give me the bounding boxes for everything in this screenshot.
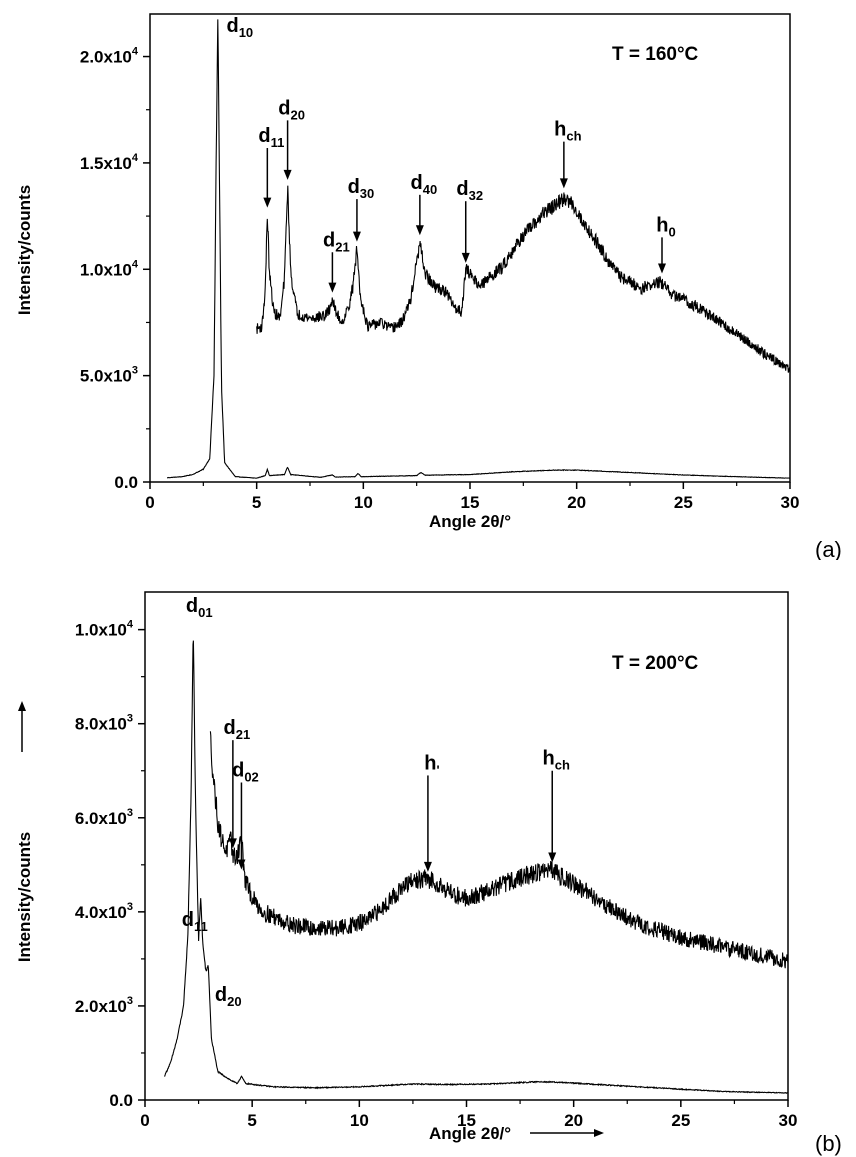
- xrd-chart-200c: 0 5 10 15 20 25 300.02.0x1034.0x1036.0x1038.0x…: [0, 577, 856, 1157]
- x-tick-label: 0: [145, 493, 154, 512]
- peak-arrow-head: [353, 232, 361, 242]
- diffraction-series-magnified-pattern: [257, 186, 790, 373]
- peak-label: d40: [411, 172, 438, 197]
- y-tick-label: 0.0: [109, 1091, 133, 1110]
- x-tick-label: 15: [461, 493, 480, 512]
- chart-a-peak-annotations: d10 d11 d20 d21 d30 d40 d32 hch h0: [226, 15, 675, 293]
- peak-d30: d30: [348, 176, 375, 242]
- y-tick-label: 5.0x103: [80, 365, 138, 386]
- peak-label: d21: [224, 717, 251, 742]
- peak-arrow-head: [328, 283, 336, 293]
- peak-d11: d11: [258, 125, 284, 208]
- peak-label: d21: [323, 229, 350, 254]
- peak-hch: hch: [554, 119, 581, 189]
- y-tick-label: 8.0x103: [75, 713, 133, 734]
- peak-d20: d20: [215, 984, 242, 1009]
- y-tick-label: 6.0x103: [75, 807, 133, 828]
- y-tick-label: 1.5x104: [80, 152, 139, 173]
- peak-arrow-head: [560, 178, 568, 188]
- chart-a-series: [167, 19, 790, 478]
- peak-label: d10: [226, 15, 253, 40]
- x-tick-label: 5: [247, 1111, 256, 1130]
- peak-h0: h0: [656, 214, 675, 273]
- peak-arrow-head: [284, 170, 292, 180]
- peak-hch: hch: [543, 748, 570, 863]
- y-tick-label: 0.0: [114, 473, 138, 492]
- x-tick-label: 20: [567, 493, 586, 512]
- chart-b-temperature-label: T = 200°C: [612, 653, 699, 674]
- xrd-chart-160c: 0 5 10 15 20 25 30 0.0 5.0x103 1.0x104 1.5x104 2.0x…: [0, 0, 856, 560]
- peak-d10: d10: [226, 15, 253, 40]
- peak-arrow-head: [263, 198, 271, 208]
- peak-label: d30: [348, 176, 375, 201]
- chart-a-panel-label: (a): [815, 537, 842, 560]
- peak-label: d32: [456, 178, 483, 203]
- peak-label: d11: [182, 909, 208, 934]
- peak-d40: d40: [411, 172, 438, 235]
- y-tick-label: 4.0x103: [75, 901, 133, 922]
- plot-frame: [150, 14, 790, 482]
- x-tick-label: 10: [350, 1111, 369, 1130]
- chart-b-peak-annotations: d01 d11 d20 d21 d02 h' hch: [182, 595, 570, 1009]
- peak-d32: d32: [456, 178, 483, 263]
- diffraction-series-magnified-pattern: [210, 731, 787, 968]
- peak-label: hch: [543, 748, 570, 773]
- chart-a-axes: 0 5 10 15 20 25 30 0.0 5.0x103 1.0x104 1.5x104 2.0x…: [80, 14, 800, 512]
- peak-label: d11: [258, 125, 284, 150]
- x-tick-label: 25: [671, 1111, 690, 1130]
- peak-d21: d21: [323, 229, 350, 292]
- peak-label: h': [424, 752, 439, 777]
- y-tick-label: 2.0x103: [75, 995, 133, 1016]
- chart-b-x-axis-title: Angle 2θ/°: [429, 1124, 511, 1143]
- peak-label: h0: [656, 214, 675, 239]
- peak-arrow-head: [658, 264, 666, 274]
- chart-a-temperature-label: T = 160°C: [612, 44, 699, 65]
- peak-d01: d01: [186, 595, 213, 620]
- peak-label: d02: [232, 760, 259, 785]
- x-tick-label: 20: [564, 1111, 583, 1130]
- chart-b-panel-label: (b): [815, 1131, 842, 1156]
- y-axis-direction-arrowhead: [18, 701, 26, 711]
- diffraction-series-full-pattern: [164, 641, 788, 1094]
- chart-a-y-axis-title: Intensity/counts: [15, 185, 34, 315]
- peak-arrow-head: [462, 253, 470, 263]
- chart-a-x-axis-title: Angle 2θ/°: [429, 512, 511, 531]
- x-tick-label: 5: [252, 493, 261, 512]
- x-tick-label: 30: [781, 493, 800, 512]
- peak-arrow-head: [548, 852, 556, 862]
- diffraction-series-full-pattern: [167, 19, 790, 478]
- peak-label: d01: [186, 595, 213, 620]
- y-tick-label: 1.0x104: [80, 258, 139, 279]
- chart-b-series: [164, 641, 788, 1094]
- x-tick-label: 30: [779, 1111, 798, 1130]
- chart-b-y-axis-title: Intensity/counts: [15, 832, 34, 962]
- peak-arrow-head: [416, 225, 424, 235]
- x-tick-label: 0: [140, 1111, 149, 1130]
- peak-d11: d11: [182, 909, 208, 934]
- y-tick-label: 1.0x104: [75, 619, 134, 640]
- peak-label: d20: [278, 97, 305, 122]
- y-tick-label: 2.0x104: [80, 46, 139, 67]
- peak-label: d20: [215, 984, 242, 1009]
- x-axis-direction-arrowhead: [594, 1129, 604, 1137]
- peak-h': h': [424, 752, 440, 871]
- x-tick-label: 10: [354, 493, 373, 512]
- peak-label: hch: [554, 119, 581, 144]
- x-tick-label: 25: [674, 493, 693, 512]
- peak-arrow-head: [229, 838, 237, 848]
